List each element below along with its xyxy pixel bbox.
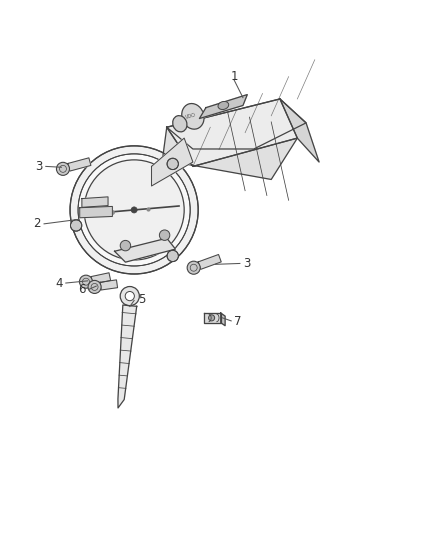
Ellipse shape [218, 101, 229, 109]
Text: VDO: VDO [185, 112, 197, 120]
Circle shape [84, 160, 184, 260]
Circle shape [57, 163, 70, 175]
Text: 2: 2 [33, 217, 41, 230]
Circle shape [167, 251, 178, 262]
Text: 3: 3 [35, 160, 42, 173]
Polygon shape [82, 197, 108, 207]
Polygon shape [167, 99, 297, 166]
Circle shape [78, 154, 190, 266]
Ellipse shape [182, 103, 204, 129]
Text: 6: 6 [78, 283, 85, 296]
Circle shape [159, 230, 170, 240]
Circle shape [131, 207, 137, 213]
Text: 3: 3 [243, 257, 251, 270]
Circle shape [167, 158, 178, 169]
Text: 5: 5 [138, 293, 145, 305]
Polygon shape [221, 313, 225, 326]
Circle shape [70, 146, 198, 274]
Ellipse shape [173, 116, 187, 132]
Circle shape [125, 292, 134, 301]
Polygon shape [115, 238, 176, 262]
Circle shape [71, 220, 82, 231]
Text: 4: 4 [55, 277, 63, 289]
Polygon shape [80, 206, 113, 218]
Polygon shape [167, 99, 306, 149]
Polygon shape [199, 94, 247, 118]
Circle shape [120, 287, 139, 305]
Polygon shape [162, 127, 297, 180]
Polygon shape [118, 305, 137, 408]
Polygon shape [198, 254, 221, 269]
Polygon shape [91, 273, 111, 284]
Circle shape [208, 315, 215, 321]
Text: 1: 1 [230, 70, 238, 83]
Polygon shape [68, 158, 91, 171]
Circle shape [120, 240, 131, 251]
Polygon shape [280, 99, 319, 162]
Circle shape [187, 261, 200, 274]
Circle shape [88, 280, 101, 294]
Polygon shape [152, 138, 193, 186]
Polygon shape [100, 280, 117, 290]
Polygon shape [204, 313, 221, 322]
Circle shape [79, 275, 92, 288]
Text: 7: 7 [234, 316, 242, 328]
